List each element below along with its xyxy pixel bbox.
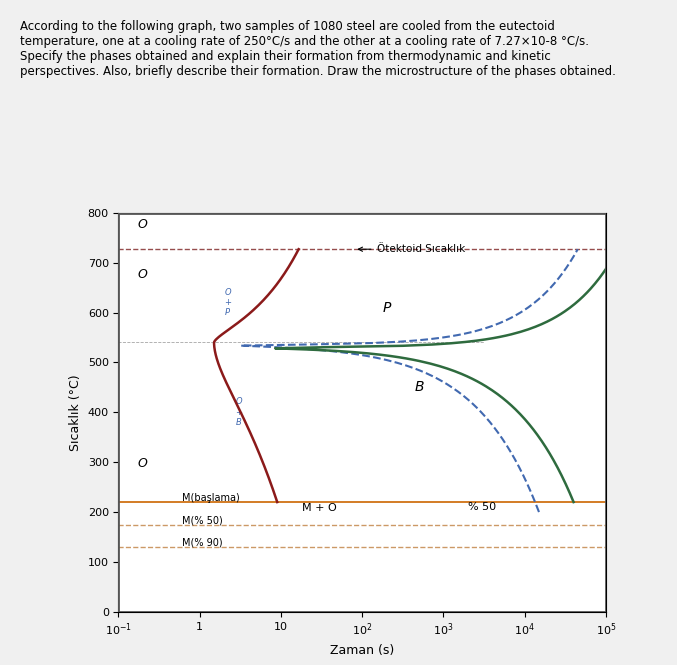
Text: O: O (138, 218, 148, 231)
Text: According to the following graph, two samples of 1080 steel are cooled from the : According to the following graph, two sa… (20, 20, 616, 78)
Text: O
+
P: O + P (224, 288, 231, 317)
X-axis label: Zaman (s): Zaman (s) (330, 644, 394, 656)
Text: M + O: M + O (303, 503, 337, 513)
Text: M(% 90): M(% 90) (182, 537, 223, 547)
Text: M(% 50): M(% 50) (182, 515, 223, 525)
Text: M(başlama): M(başlama) (182, 493, 240, 503)
Text: B: B (414, 380, 424, 394)
Text: O: O (138, 268, 148, 281)
Text: % 50: % 50 (468, 502, 496, 512)
Text: P: P (383, 301, 391, 315)
Text: Ötektoid Sıcaklık: Ötektoid Sıcaklık (358, 244, 464, 254)
Text: O
+
B: O + B (235, 398, 242, 427)
Y-axis label: Sıcaklık (°C): Sıcaklık (°C) (69, 374, 82, 451)
Text: O: O (138, 458, 148, 470)
